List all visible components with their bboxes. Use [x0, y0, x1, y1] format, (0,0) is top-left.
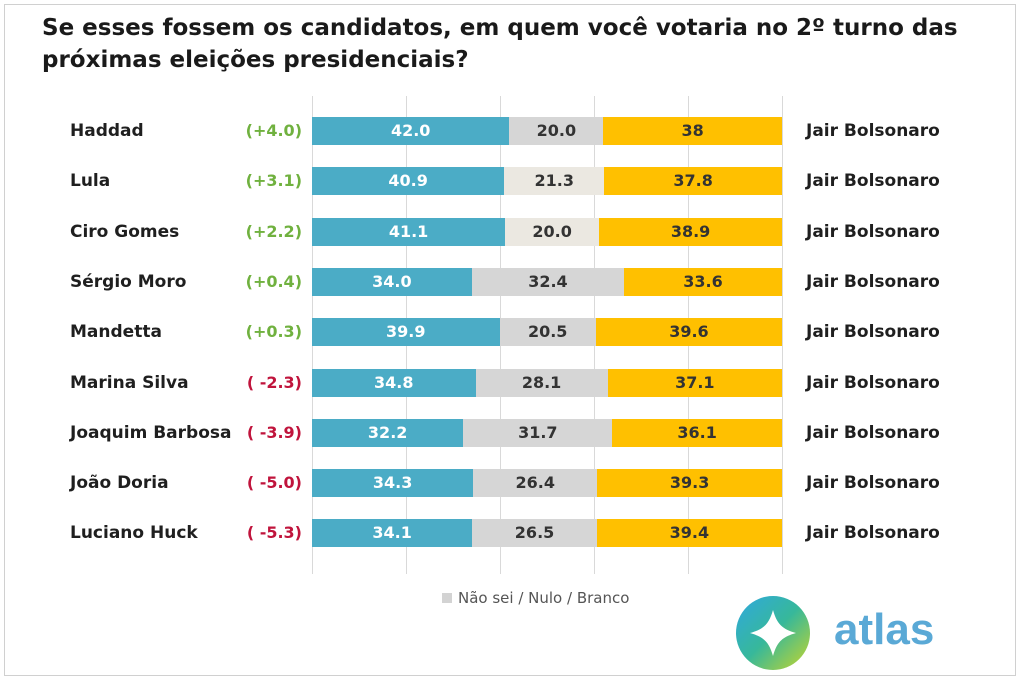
bar-bolsonaro: 38.9 [599, 218, 782, 246]
bar-candidate: 34.1 [312, 519, 473, 547]
category-label: Sérgio Moro [70, 272, 187, 292]
category-label: Luciano Huck [70, 523, 198, 543]
bar-bolsonaro: 37.1 [607, 369, 782, 397]
category-label: Mandetta [70, 322, 162, 342]
chart-title: Se esses fossem os candidatos, em quem v… [42, 15, 958, 73]
legend: Não sei / Nulo / Branco [442, 588, 629, 608]
bar-bolsonaro: 39.6 [595, 318, 782, 346]
bar-bolsonaro: 39.4 [596, 519, 782, 547]
bar-undecided: 21.3 [504, 167, 605, 195]
opponent-label: Jair Bolsonaro [806, 523, 940, 543]
category-label: João Doria [70, 473, 169, 493]
bar-candidate: 42.0 [312, 117, 510, 145]
opponent-label: Jair Bolsonaro [806, 222, 940, 242]
bar-candidate: 34.8 [312, 369, 476, 397]
legend-swatch-undecided [442, 592, 452, 603]
bar-undecided: 32.4 [471, 268, 625, 296]
legend-label: Não sei / Nulo / Branco [458, 589, 630, 607]
chart-frame [4, 4, 1016, 676]
opponent-label: Jair Bolsonaro [806, 171, 940, 191]
bar-undecided: 26.4 [473, 469, 598, 497]
bar-undecided: 20.0 [505, 218, 600, 246]
bar-candidate: 34.3 [312, 469, 474, 497]
opponent-label: Jair Bolsonaro [806, 272, 940, 292]
bar-candidate: 41.1 [312, 218, 506, 246]
opponent-label: Jair Bolsonaro [806, 121, 940, 141]
category-label: Ciro Gomes [70, 222, 180, 242]
gridline [782, 96, 783, 574]
difference-label: (+4.0) [245, 121, 302, 140]
opponent-label: Jair Bolsonaro [806, 322, 940, 342]
difference-label: ( -5.0) [246, 473, 302, 492]
logo-text: atlas [834, 605, 935, 654]
bar-undecided: 20.0 [509, 117, 604, 145]
bar-candidate: 40.9 [312, 167, 505, 195]
atlas-logo: atlas [734, 594, 974, 674]
difference-label: (+3.1) [245, 171, 302, 190]
category-label: Haddad [70, 121, 144, 141]
difference-label: (+0.3) [245, 322, 302, 341]
bar-bolsonaro: 37.8 [604, 167, 782, 195]
opponent-label: Jair Bolsonaro [806, 473, 940, 493]
bar-undecided: 20.5 [499, 318, 596, 346]
category-label: Marina Silva [70, 373, 189, 393]
opponent-label: Jair Bolsonaro [806, 373, 940, 393]
difference-label: (+0.4) [245, 272, 302, 291]
category-label: Lula [70, 171, 111, 191]
difference-label: ( -2.3) [246, 373, 302, 392]
category-label: Joaquim Barbosa [70, 423, 232, 443]
bar-candidate: 34.0 [312, 268, 472, 296]
bar-bolsonaro: 36.1 [612, 419, 782, 447]
bar-candidate: 32.2 [312, 419, 464, 447]
difference-label: ( -5.3) [246, 523, 302, 542]
bar-bolsonaro: 38 [603, 117, 782, 145]
opponent-label: Jair Bolsonaro [806, 423, 940, 443]
bar-undecided: 28.1 [475, 369, 608, 397]
difference-label: (+2.2) [245, 222, 302, 241]
difference-label: ( -3.9) [246, 423, 302, 442]
bar-undecided: 31.7 [463, 419, 613, 447]
atlas-compass-icon [736, 596, 810, 670]
bar-candidate: 39.9 [312, 318, 500, 346]
bar-undecided: 26.5 [472, 519, 597, 547]
bar-bolsonaro: 39.3 [597, 469, 782, 497]
bar-bolsonaro: 33.6 [624, 268, 782, 296]
